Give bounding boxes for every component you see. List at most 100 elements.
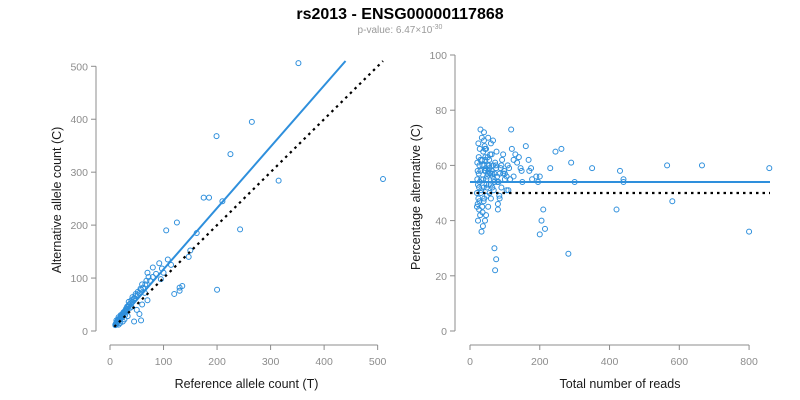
left-x-axis-label: Reference allele count (T): [175, 377, 319, 391]
right-data-point: [526, 167, 533, 174]
right-y-tick-label: 40: [435, 216, 447, 228]
right-data-point: [493, 148, 500, 155]
right-data-point: [480, 198, 487, 205]
chart-subtitle: p-value: 6.47×10-30: [358, 24, 443, 36]
right-data-point: [669, 198, 676, 205]
left-data-point: [213, 133, 220, 140]
right-data-point: [475, 140, 482, 147]
right-y-tick-label: 0: [441, 326, 447, 338]
right-x-axis-label: Total number of reads: [560, 377, 681, 391]
left-data-point: [248, 118, 255, 125]
right-data-point: [552, 148, 559, 155]
right-data-point: [482, 145, 488, 152]
right-data-point: [493, 256, 500, 263]
right-data-point: [505, 187, 512, 194]
left-data-point: [131, 318, 138, 325]
left-y-axis-label: Alternative allele count (C): [50, 127, 64, 274]
left-expected-ratio-line: [113, 60, 384, 328]
right-data-point: [613, 206, 620, 213]
left-regression-line: [113, 60, 347, 327]
right-data-point: [474, 201, 481, 208]
left-data-point: [200, 194, 207, 201]
left-data-point: [173, 219, 180, 226]
allele-count-scatter-panel: 0 100 200 300 400 500 0 100 200 300 400 500 Referenc…: [50, 60, 387, 391]
left-data-point: [227, 151, 234, 158]
right-data-point: [475, 217, 482, 224]
right-x-tick-label: 0: [467, 356, 473, 368]
left-data-point: [138, 317, 145, 324]
right-data-point: [478, 187, 485, 194]
right-data-point: [490, 137, 497, 144]
right-y-tick-label: 60: [435, 160, 447, 172]
left-data-point: [295, 60, 302, 67]
right-data-point: [491, 245, 498, 252]
right-data-point: [525, 156, 532, 163]
right-data-point: [496, 195, 503, 202]
percentage-alternative-scatter-panel: 0 20 40 60 80 100 0 200 400 600 800 Total number of…: [409, 50, 773, 391]
right-data-point: [498, 162, 505, 169]
pvalue-prefix: p-value: 6.47×10: [358, 25, 433, 36]
right-data-point: [698, 162, 705, 169]
right-data-point: [493, 165, 500, 172]
left-data-point: [157, 276, 164, 283]
right-data-point: [485, 167, 492, 174]
right-data-point: [498, 184, 505, 191]
right-data-point: [568, 159, 575, 166]
right-data-point: [617, 167, 623, 174]
left-data-point: [139, 301, 146, 308]
right-data-point: [484, 154, 491, 161]
left-data-point: [156, 260, 163, 267]
right-data-point: [536, 231, 543, 238]
left-data-point: [185, 253, 192, 260]
right-data-point: [480, 137, 487, 144]
right-y-tick-label: 20: [435, 271, 447, 283]
right-data-point: [518, 167, 525, 174]
right-data-point: [474, 159, 481, 166]
left-data-point: [179, 283, 186, 289]
right-data-point: [494, 206, 501, 213]
right-data-point: [475, 195, 482, 202]
right-data-point: [487, 195, 494, 202]
left-x-tick-label: 500: [369, 356, 387, 368]
left-data-point: [176, 287, 183, 294]
left-x-tick-label: 300: [262, 356, 280, 368]
left-data-point: [219, 198, 226, 205]
left-y-tick-label: 400: [70, 114, 88, 126]
right-data-point: [485, 134, 492, 141]
right-data-point: [483, 184, 490, 191]
right-data-point: [517, 165, 524, 172]
right-data-point: [589, 165, 596, 172]
right-data-point: [486, 165, 493, 172]
right-y-axis-label: Percentage alternative (C): [409, 124, 423, 270]
left-data-point: [164, 256, 171, 263]
left-data-point: [143, 277, 150, 284]
right-data-point: [664, 162, 671, 169]
right-data-point: [477, 126, 484, 133]
right-data-point: [536, 173, 543, 180]
right-data-point: [503, 187, 510, 194]
right-data-point: [476, 145, 483, 152]
left-data-point: [149, 264, 156, 271]
right-data-point: [489, 170, 496, 177]
right-data-point: [492, 267, 499, 274]
right-data-point: [482, 154, 489, 161]
right-data-point: [504, 162, 511, 169]
right-data-point: [494, 201, 501, 208]
right-data-point: [484, 173, 491, 180]
right-data-point: [558, 145, 565, 152]
right-data-point: [499, 156, 506, 163]
left-data-point: [171, 290, 178, 297]
left-data-point: [129, 294, 136, 301]
right-data-point: [542, 225, 548, 232]
right-data-point: [485, 203, 492, 210]
right-data-point: [475, 170, 482, 177]
left-data-point: [163, 227, 170, 234]
right-data-point: [473, 203, 480, 210]
left-data-point: [214, 286, 221, 293]
right-data-point: [490, 187, 497, 194]
right-data-point: [529, 176, 536, 183]
left-data-point: [380, 176, 386, 183]
right-x-tick-label: 600: [671, 356, 689, 368]
